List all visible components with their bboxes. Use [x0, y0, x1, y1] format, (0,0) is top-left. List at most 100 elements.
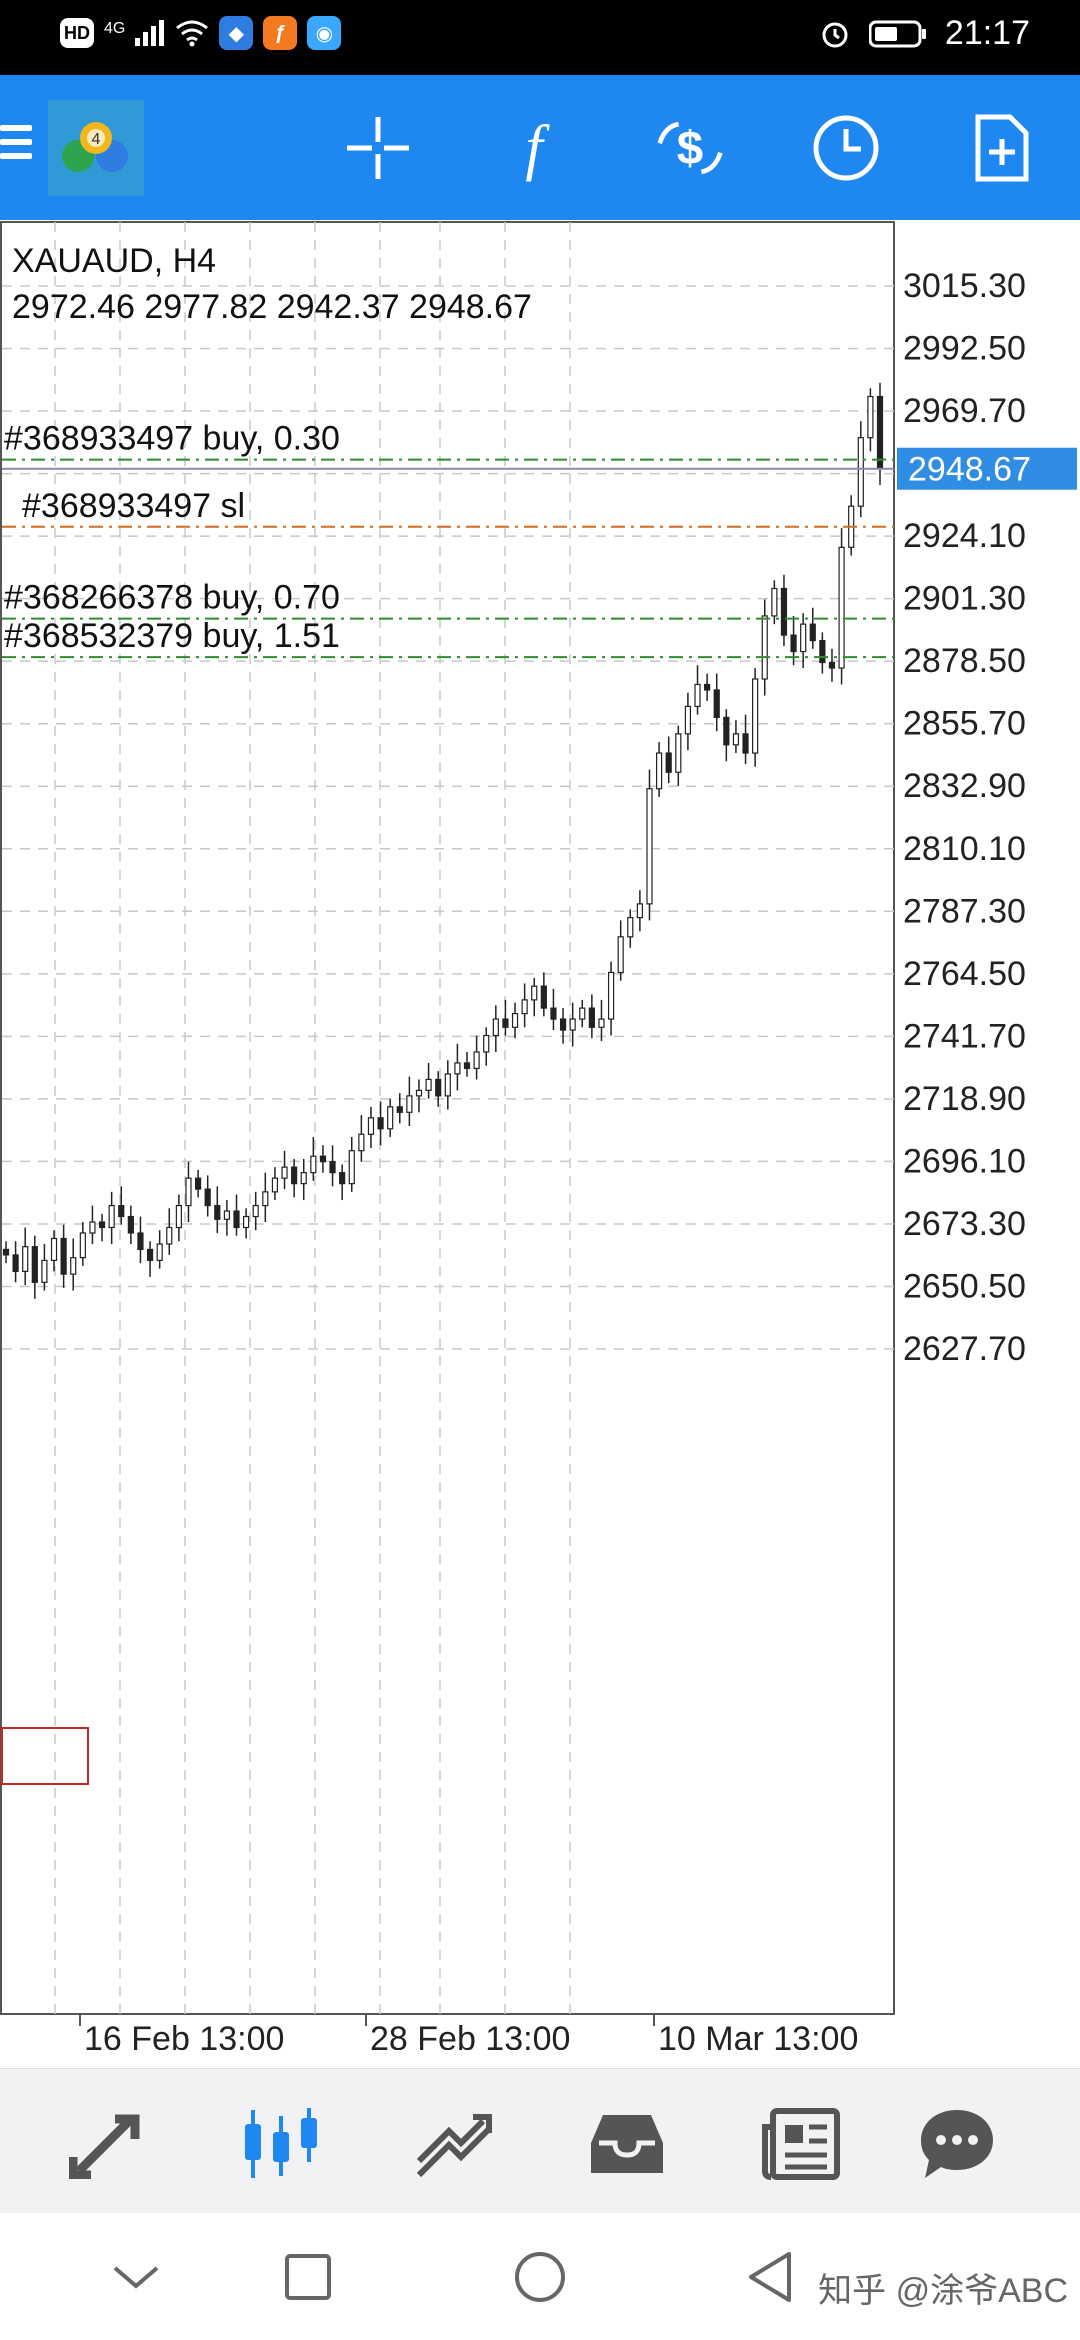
price-tick-label: 2810.10: [903, 830, 1026, 868]
price-tick-label: 2787.30: [903, 892, 1026, 930]
candle-body: [819, 640, 826, 664]
candle-body: [291, 1166, 298, 1185]
candle-body: [329, 1161, 336, 1174]
candle-body: [271, 1177, 279, 1193]
blue-app-icon: ◉: [307, 16, 342, 50]
candle-body: [175, 1204, 182, 1229]
candle-body: [617, 936, 624, 974]
candle-body: [243, 1215, 250, 1229]
metatrader-logo[interactable]: 4: [48, 100, 144, 196]
shield-app-icon: ◆: [219, 16, 254, 50]
candle-body: [137, 1232, 144, 1251]
chat-icon[interactable]: [912, 2104, 1002, 2184]
candle-body: [780, 587, 788, 636]
plot-frame: [0, 221, 895, 2015]
quotes-icon[interactable]: [64, 2104, 154, 2184]
order-label: #368933497 buy, 0.30: [4, 420, 340, 458]
candle-body: [108, 1204, 115, 1229]
wifi-icon: [176, 20, 209, 47]
candle-body: [262, 1191, 269, 1207]
menu-icon[interactable]: [0, 125, 32, 171]
current-price-label: 2948.67: [908, 451, 1031, 489]
candle-body: [79, 1232, 86, 1259]
candle-body: [70, 1257, 77, 1275]
trade-tab-icon[interactable]: [410, 2104, 500, 2184]
candle-body: [233, 1210, 240, 1229]
selection-box: [1, 1727, 89, 1785]
candle-body: [559, 1018, 567, 1031]
recents-button[interactable]: [276, 2245, 340, 2309]
candle-body: [704, 683, 711, 691]
signal-icon: [135, 20, 165, 46]
candle-body: [396, 1106, 403, 1113]
candle-body: [252, 1204, 259, 1218]
candle-body: [742, 733, 749, 754]
new-order-icon[interactable]: [964, 110, 1040, 186]
price-tick-label: 2673.30: [903, 1205, 1026, 1243]
candle-body: [646, 788, 653, 905]
candle-body: [281, 1166, 288, 1179]
network-label: 4G: [104, 20, 126, 37]
chevron-down-icon[interactable]: [104, 2245, 168, 2309]
candle-body: [444, 1073, 451, 1097]
price-tick-label: 2696.10: [903, 1142, 1026, 1180]
candle-body: [857, 437, 864, 507]
order-label: #368933497 sl: [22, 487, 245, 525]
order-label: #368532379 buy, 1.51: [4, 617, 340, 655]
svg-text:4: 4: [92, 131, 101, 148]
candle-body: [771, 587, 778, 617]
price-tick-label: 2924.10: [903, 517, 1026, 555]
home-button[interactable]: [508, 2245, 572, 2309]
candle-body: [31, 1246, 38, 1283]
back-button[interactable]: [738, 2245, 802, 2309]
candle-body: [492, 1018, 499, 1037]
candle-body: [146, 1248, 154, 1262]
status-bar: HD 4G ◆ ƒ ◉ 21:17: [0, 0, 1080, 75]
candle-body: [223, 1210, 231, 1220]
price-chart[interactable]: #368933497 buy, 0.30 #368933497 sl #368266…: [0, 220, 1080, 2058]
svg-text:f: f: [525, 114, 550, 182]
candle-body: [204, 1188, 211, 1207]
candle-body: [540, 985, 547, 1009]
candle-body: [579, 1007, 586, 1020]
price-tick-label: 2832.90: [903, 767, 1026, 805]
candle-body: [867, 395, 874, 439]
indicators-icon[interactable]: f: [496, 110, 572, 186]
candle-body: [675, 733, 682, 773]
candle-body: [367, 1117, 375, 1135]
candle-body: [502, 1018, 509, 1028]
history-icon[interactable]: [582, 2104, 672, 2184]
news-icon[interactable]: [756, 2104, 846, 2184]
chart-area[interactable]: #368933497 buy, 0.30 #368933497 sl #368266…: [0, 220, 1080, 2058]
battery-icon: [868, 20, 926, 47]
candle-body: [838, 546, 845, 669]
price-tick-label: 3015.30: [903, 267, 1026, 305]
candle-body: [98, 1221, 106, 1229]
candle-body: [636, 903, 643, 919]
candle-body: [118, 1204, 125, 1218]
candle-body: [655, 752, 663, 790]
candle-body: [156, 1243, 163, 1262]
candle-body: [214, 1204, 221, 1220]
orange-app-icon: ƒ: [263, 16, 298, 50]
candle-body: [300, 1172, 307, 1185]
candle-body: [483, 1034, 490, 1053]
chart-ohlc: 2972.46 2977.82 2942.37 2948.67: [12, 288, 532, 326]
candle-body: [166, 1226, 173, 1245]
price-tick-label: 2855.70: [903, 705, 1026, 743]
candle-body: [310, 1155, 317, 1174]
price-tick-label: 2901.30: [903, 580, 1026, 618]
svg-text:$: $: [677, 122, 703, 175]
candle-body: [684, 705, 692, 735]
price-tick-label: 2969.70: [903, 392, 1026, 430]
trade-icon[interactable]: $: [652, 110, 728, 186]
candle-body: [387, 1106, 394, 1130]
candle-body: [569, 1018, 576, 1031]
hd-badge: HD: [60, 18, 94, 48]
crosshair-icon[interactable]: [340, 110, 416, 186]
bottom-tab-bar: [0, 2068, 1080, 2214]
chart-icon[interactable]: [236, 2104, 326, 2184]
candle-body: [511, 1012, 519, 1028]
timeframe-icon[interactable]: [808, 110, 884, 186]
candle-body: [89, 1221, 96, 1234]
